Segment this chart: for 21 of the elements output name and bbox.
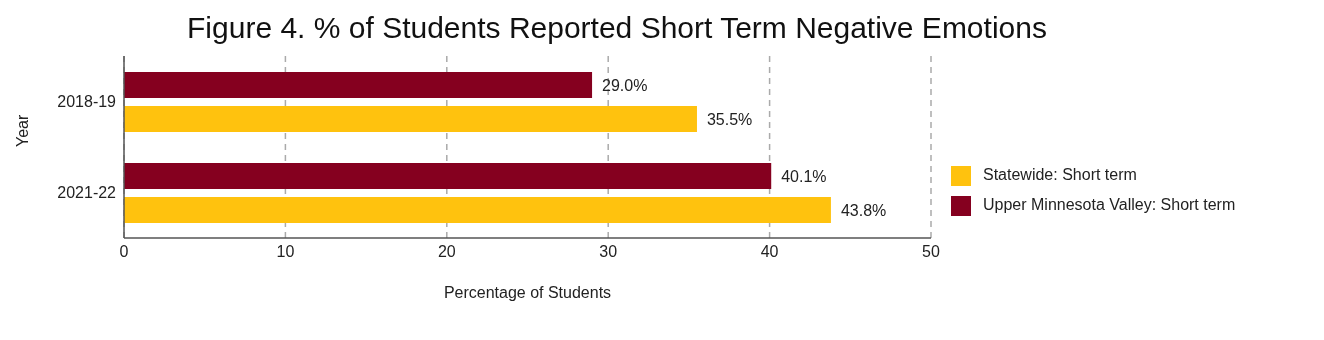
x-tick-label: 30 — [599, 243, 618, 261]
chart-title: Figure 4. % of Students Reported Short Term Negative Emotions — [186, 10, 1048, 46]
data-label: 43.8% — [840, 201, 887, 219]
bar — [124, 163, 772, 189]
x-axis-title: Percentage of Students — [443, 284, 612, 301]
x-tick-label: 50 — [922, 243, 940, 261]
x-tick-label: 20 — [437, 243, 456, 261]
bar — [124, 106, 697, 132]
bar — [124, 197, 831, 223]
y-tick-label: 2021-22 — [57, 184, 117, 202]
legend-label: Statewide: Short term — [983, 166, 1137, 183]
x-tick-label: 0 — [119, 243, 129, 261]
data-label: 40.1% — [781, 167, 827, 185]
bar — [124, 72, 593, 98]
data-label: 35.5% — [706, 110, 753, 128]
legend-label: Upper Minnesota Valley: Short term — [983, 196, 1236, 213]
x-tick-label: 10 — [276, 243, 295, 261]
x-tick-label: 40 — [760, 243, 779, 261]
data-label: 29.0% — [602, 76, 648, 94]
y-axis-title: Year — [13, 114, 31, 147]
y-tick-label: 2018-19 — [57, 93, 117, 111]
